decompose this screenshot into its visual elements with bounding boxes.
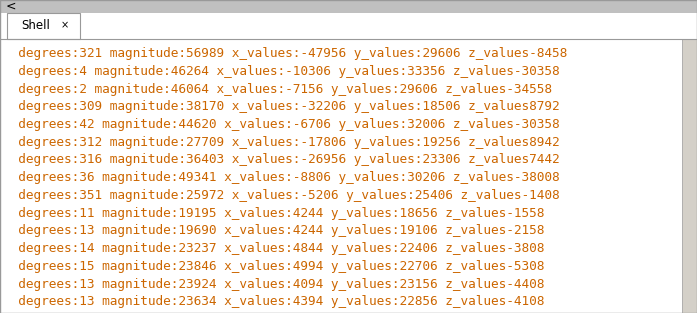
Text: Shell: Shell (21, 19, 49, 32)
Text: degrees:36 magnitude:49341 x_values:-8806 y_values:30206 z_values-38008: degrees:36 magnitude:49341 x_values:-880… (3, 171, 560, 184)
Text: degrees:309 magnitude:38170 x_values:-32206 y_values:18506 z_values8792: degrees:309 magnitude:38170 x_values:-32… (3, 100, 560, 113)
Text: degrees:316 magnitude:36403 x_values:-26956 y_values:23306 z_values7442: degrees:316 magnitude:36403 x_values:-26… (3, 153, 560, 167)
Bar (682, 39, 697, 313)
Text: ×: × (61, 21, 69, 31)
Text: degrees:42 magnitude:44620 x_values:-6706 y_values:32006 z_values-30358: degrees:42 magnitude:44620 x_values:-670… (3, 118, 560, 131)
Text: degrees:312 magnitude:27709 x_values:-17806 y_values:19256 z_values8942: degrees:312 magnitude:27709 x_values:-17… (3, 136, 560, 149)
Text: <: < (6, 0, 16, 13)
Text: degrees:321 magnitude:56989 x_values:-47956 y_values:29606 z_values-8458: degrees:321 magnitude:56989 x_values:-47… (3, 47, 567, 60)
Text: degrees:2 magnitude:46064 x_values:-7156 y_values:29606 z_values-34558: degrees:2 magnitude:46064 x_values:-7156… (3, 83, 552, 95)
Text: degrees:15 magnitude:23846 x_values:4994 y_values:22706 z_values-5308: degrees:15 magnitude:23846 x_values:4994… (3, 260, 544, 273)
Text: degrees:13 magnitude:23634 x_values:4394 y_values:22856 z_values-4108: degrees:13 magnitude:23634 x_values:4394… (3, 295, 544, 308)
Text: degrees:4 magnitude:46264 x_values:-10306 y_values:33356 z_values-30358: degrees:4 magnitude:46264 x_values:-1030… (3, 65, 560, 78)
Bar (0, 0, 697, 13)
Text: degrees:13 magnitude:19690 x_values:4244 y_values:19106 z_values-2158: degrees:13 magnitude:19690 x_values:4244… (3, 224, 544, 238)
Text: degrees:11 magnitude:19195 x_values:4244 y_values:18656 z_values-1558: degrees:11 magnitude:19195 x_values:4244… (3, 207, 544, 220)
Text: degrees:13 magnitude:23924 x_values:4094 y_values:23156 z_values-4408: degrees:13 magnitude:23924 x_values:4094… (3, 278, 544, 291)
Text: degrees:14 magnitude:23237 x_values:4844 y_values:22406 z_values-3808: degrees:14 magnitude:23237 x_values:4844… (3, 242, 544, 255)
Bar (7, 13, 80, 39)
Text: degrees:351 magnitude:25972 x_values:-5206 y_values:25406 z_values-1408: degrees:351 magnitude:25972 x_values:-52… (3, 189, 560, 202)
